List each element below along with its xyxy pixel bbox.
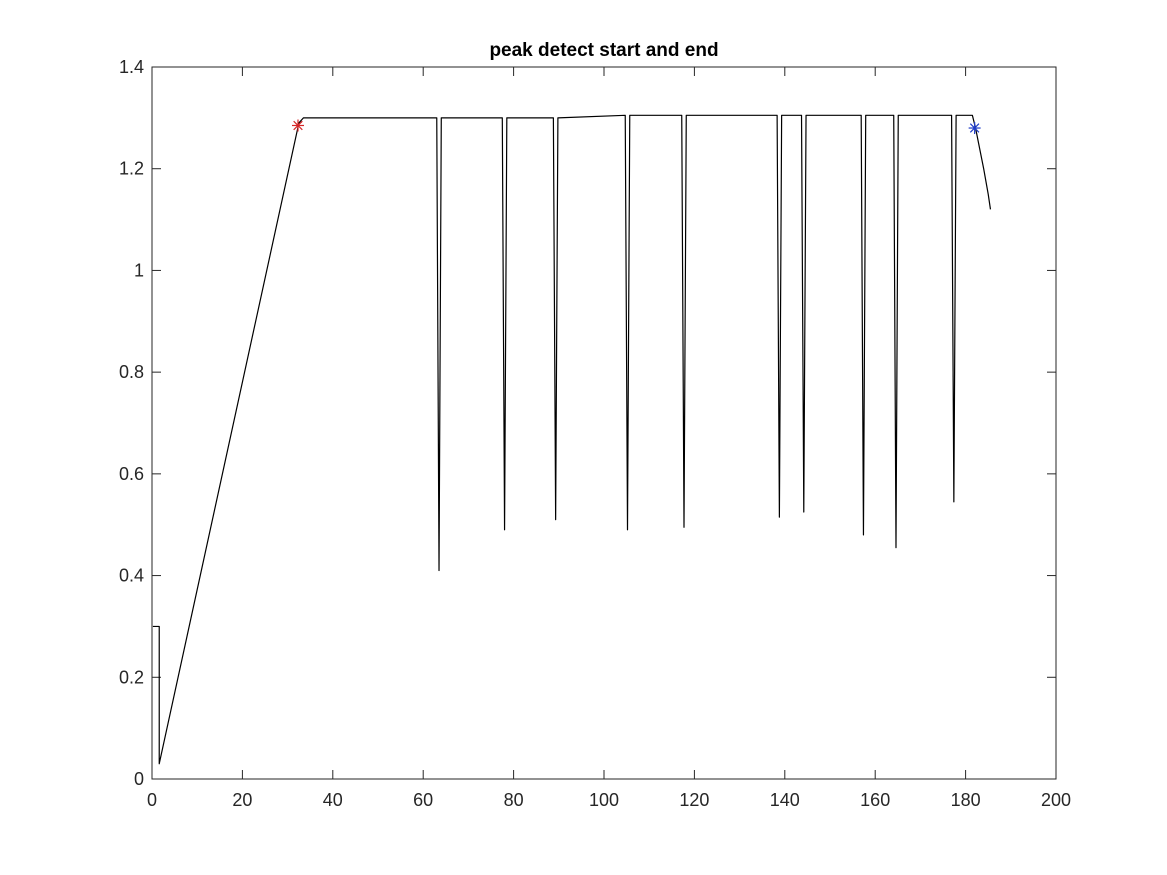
end-marker-stroke: [969, 123, 980, 133]
x-tick-label: 100: [589, 790, 619, 810]
y-tick-label: 0.6: [119, 464, 144, 484]
y-tick-label: 1.2: [119, 159, 144, 179]
x-tick-label: 120: [679, 790, 709, 810]
y-tick-label: 0.2: [119, 667, 144, 687]
end-marker: [968, 122, 981, 135]
x-tick-label: 160: [860, 790, 890, 810]
y-tick-label: 1: [134, 260, 144, 280]
x-tick-label: 80: [504, 790, 524, 810]
x-tick-label: 0: [147, 790, 157, 810]
series-line: [152, 114, 992, 765]
x-tick-label: 180: [951, 790, 981, 810]
y-tick-label: 1.4: [119, 57, 144, 77]
y-tick-label: 0.4: [119, 566, 144, 586]
series-layer: [152, 114, 992, 765]
x-tick-label: 60: [413, 790, 433, 810]
x-tick-label: 140: [770, 790, 800, 810]
x-tick-label: 200: [1041, 790, 1071, 810]
markers-layer: [291, 119, 981, 135]
y-tick-label: 0.8: [119, 362, 144, 382]
start-marker: [291, 119, 304, 132]
start-marker-stroke: [293, 120, 303, 131]
x-tick-label: 40: [323, 790, 343, 810]
chart-title: peak detect start and end: [489, 40, 718, 61]
y-tick-label: 0: [134, 769, 144, 789]
plot-area: [151, 66, 1057, 780]
tick-marks: [151, 66, 1057, 780]
x-tick-label: 20: [232, 790, 252, 810]
tick-labels: 0 20 40 60 80 100 120 140 160 180 200 0 0.2 0.4 0.6 0.8…: [119, 57, 1071, 810]
